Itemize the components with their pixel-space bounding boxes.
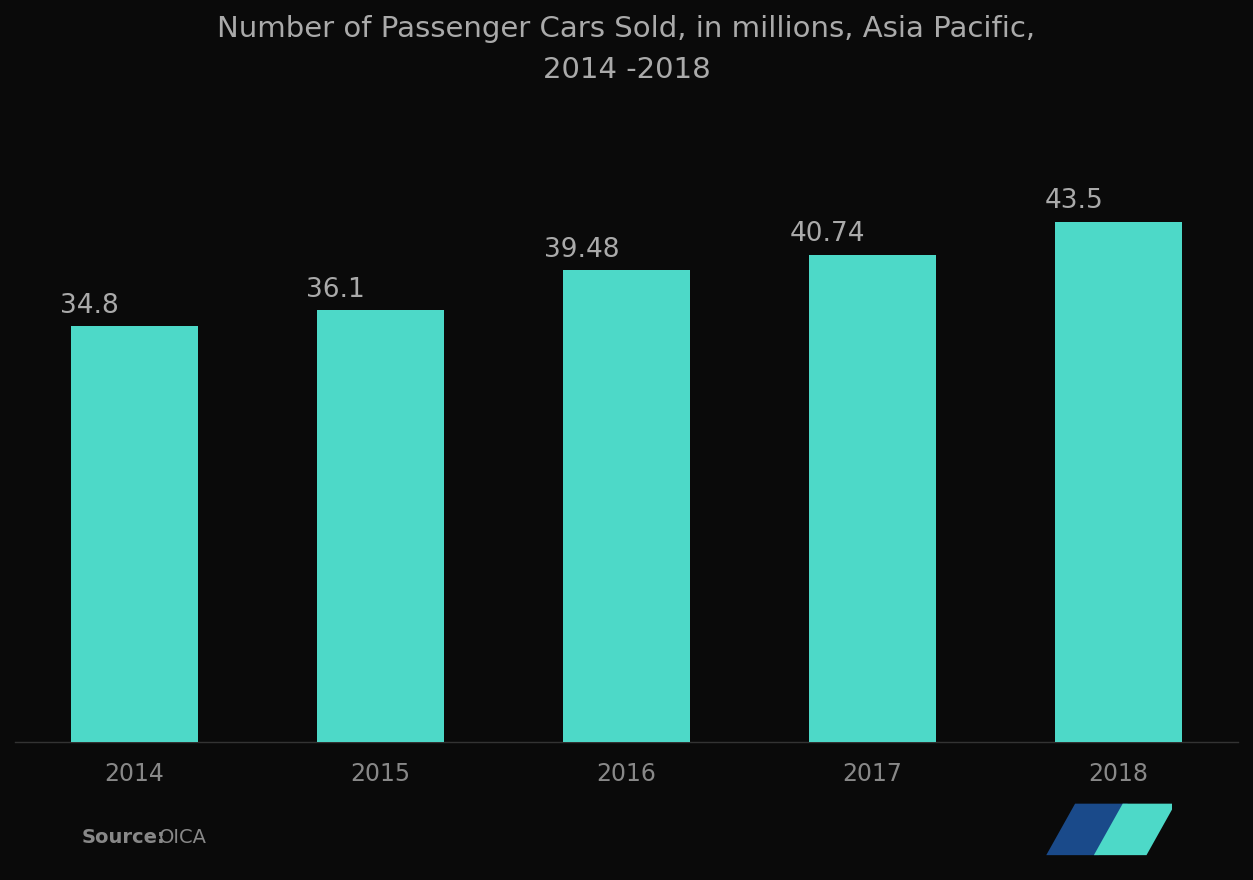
Polygon shape <box>1046 803 1128 855</box>
Bar <box>317 311 445 743</box>
Text: Source:: Source: <box>81 827 165 847</box>
Text: OICA: OICA <box>159 827 207 847</box>
Text: 39.48: 39.48 <box>544 237 619 262</box>
Text: 34.8: 34.8 <box>60 292 119 319</box>
Text: 40.74: 40.74 <box>789 222 866 247</box>
Text: 43.5: 43.5 <box>1044 188 1103 215</box>
Bar <box>70 326 198 743</box>
Bar <box>808 254 936 743</box>
Bar <box>563 270 690 743</box>
Title: Number of Passenger Cars Sold, in millions, Asia Pacific,
2014 -2018: Number of Passenger Cars Sold, in millio… <box>218 15 1035 84</box>
Bar <box>1055 222 1183 743</box>
Polygon shape <box>1094 803 1175 855</box>
Text: 36.1: 36.1 <box>307 277 365 303</box>
